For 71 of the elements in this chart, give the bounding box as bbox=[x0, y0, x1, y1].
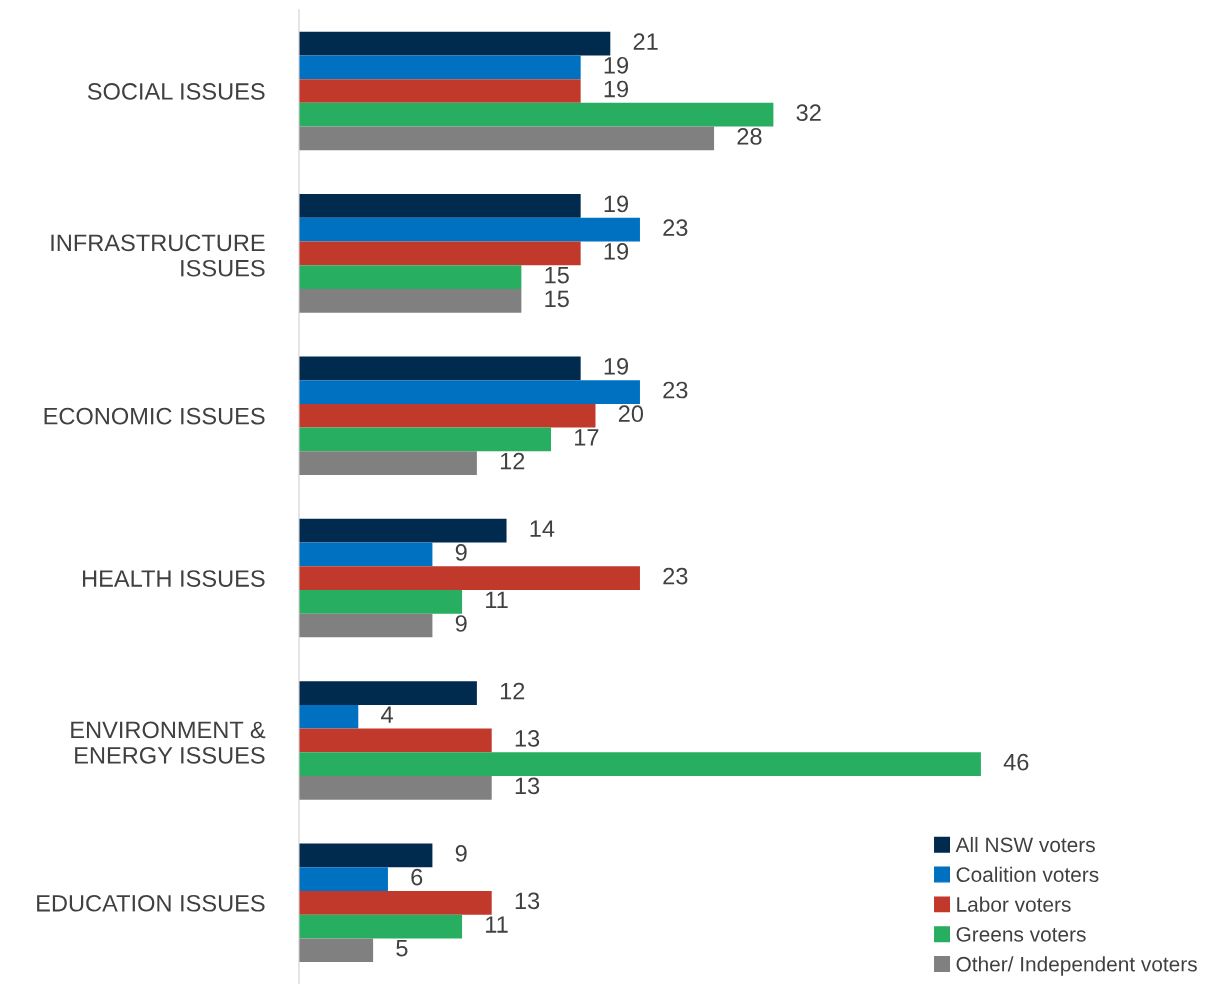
data-label: 23 bbox=[663, 567, 688, 585]
bar bbox=[299, 681, 477, 705]
data-label: 19 bbox=[604, 195, 629, 213]
data-label: 13 bbox=[515, 892, 540, 910]
data-label: 13 bbox=[515, 730, 540, 747]
legend-label: Greens voters bbox=[956, 926, 1086, 942]
bar bbox=[299, 776, 492, 800]
data-label: 12 bbox=[500, 452, 525, 470]
bar bbox=[299, 867, 388, 891]
data-label: 28 bbox=[737, 128, 762, 145]
bar bbox=[299, 843, 433, 868]
bar bbox=[299, 403, 596, 428]
data-label: 46 bbox=[1003, 753, 1029, 771]
legend-label: Coalition voters bbox=[956, 866, 1099, 883]
y-tick-label: ECONOMIC ISSUES bbox=[44, 407, 265, 425]
data-label: 6 bbox=[411, 868, 423, 886]
data-label: 11 bbox=[486, 916, 508, 933]
data-label: 32 bbox=[796, 104, 821, 122]
legend-label: Other/ Independent voters bbox=[956, 956, 1197, 976]
data-label: 9 bbox=[455, 544, 467, 561]
data-label: 19 bbox=[604, 357, 629, 375]
bar bbox=[299, 613, 433, 638]
data-label: 9 bbox=[455, 615, 467, 632]
data-label: 23 bbox=[663, 219, 688, 237]
bar bbox=[299, 217, 640, 242]
bar bbox=[299, 265, 522, 289]
bar bbox=[299, 451, 477, 475]
bar bbox=[299, 356, 581, 381]
data-label: 19 bbox=[604, 56, 629, 74]
data-label: 15 bbox=[545, 290, 569, 308]
y-tick-label: EDUCATION ISSUES bbox=[37, 894, 265, 912]
bar bbox=[299, 589, 463, 614]
bar bbox=[299, 31, 611, 56]
bar bbox=[299, 542, 433, 567]
y-tick-label: INFRASTRUCTURE ISSUES bbox=[51, 234, 265, 277]
bar bbox=[299, 890, 492, 915]
y-tick-label: ENVIRONMENT & ENERGY ISSUES bbox=[71, 721, 266, 764]
bar bbox=[299, 427, 552, 452]
bar bbox=[299, 102, 774, 127]
bar bbox=[299, 518, 507, 543]
data-label: 4 bbox=[381, 706, 393, 723]
y-tick-label: SOCIAL ISSUES bbox=[87, 83, 265, 100]
data-label: 11 bbox=[486, 591, 508, 608]
bar bbox=[299, 914, 463, 939]
bar bbox=[299, 241, 581, 266]
bar bbox=[299, 566, 640, 590]
bar bbox=[299, 704, 359, 729]
bar bbox=[299, 79, 581, 103]
data-label: 21 bbox=[633, 33, 658, 50]
data-label: 17 bbox=[575, 429, 599, 446]
bar bbox=[299, 380, 640, 404]
y-tick-label: HEALTH ISSUES bbox=[83, 570, 265, 587]
data-label: 12 bbox=[500, 682, 525, 700]
data-label: 19 bbox=[604, 243, 629, 260]
bar bbox=[299, 938, 374, 963]
data-label: 20 bbox=[618, 405, 644, 423]
bar bbox=[299, 288, 522, 313]
data-label: 14 bbox=[530, 520, 555, 537]
bar bbox=[299, 728, 492, 753]
data-label: 9 bbox=[455, 845, 467, 862]
data-label: 19 bbox=[604, 80, 629, 98]
data-label: 5 bbox=[396, 940, 408, 957]
data-label: 23 bbox=[663, 381, 688, 399]
bar bbox=[299, 752, 981, 777]
data-label: 13 bbox=[515, 777, 540, 795]
bar bbox=[299, 55, 581, 80]
legend-label: Labor voters bbox=[957, 896, 1071, 912]
data-label: 15 bbox=[545, 266, 569, 284]
legend-label: All NSW voters bbox=[955, 836, 1095, 853]
bar bbox=[299, 194, 581, 218]
bar bbox=[299, 126, 715, 151]
